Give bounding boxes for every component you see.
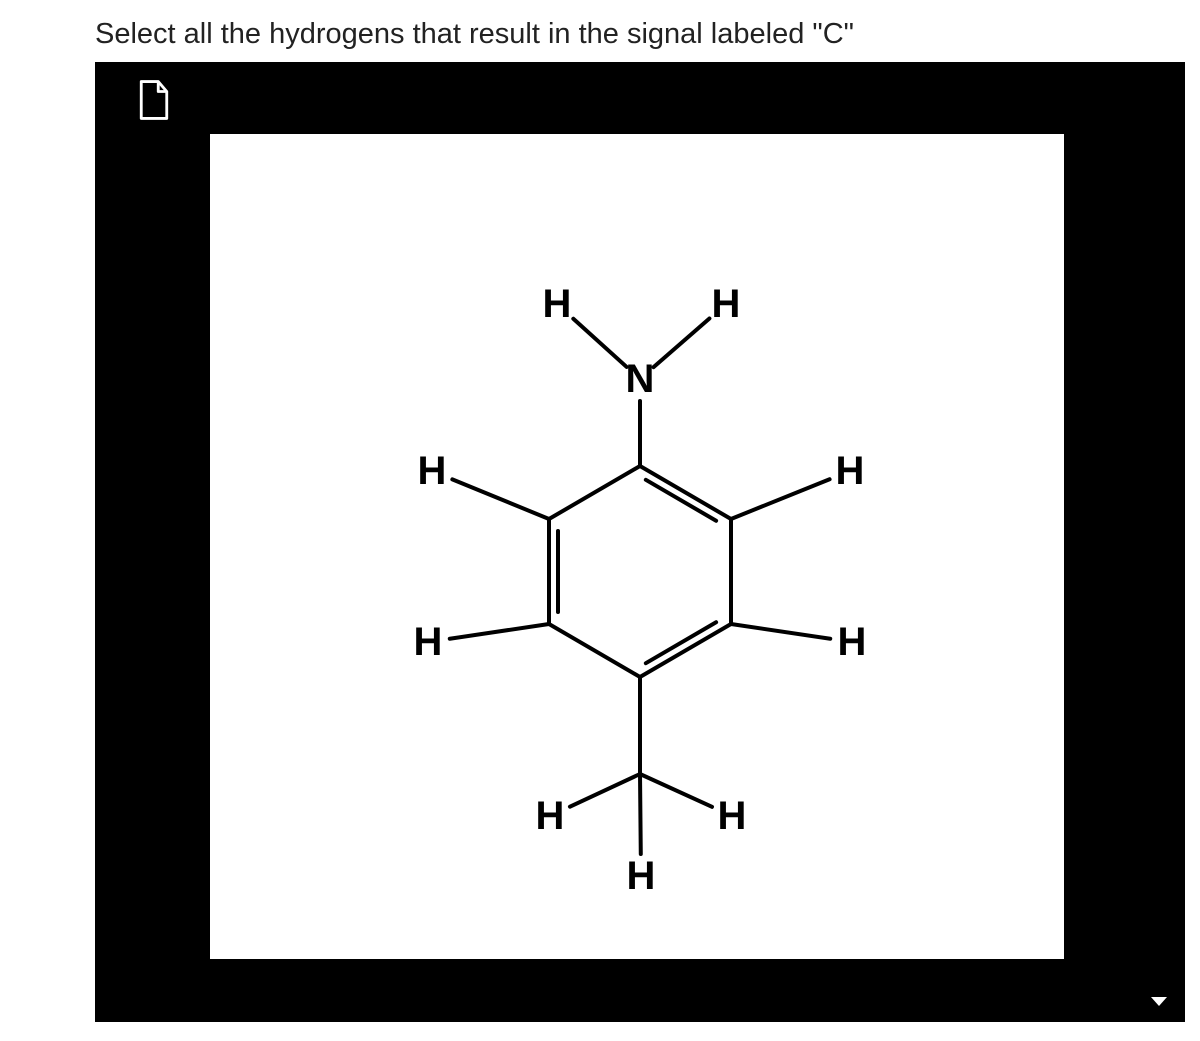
molecule-canvas[interactable]: N H H H H H H H H H bbox=[210, 134, 1064, 959]
atom-H_meta_left[interactable]: H bbox=[414, 620, 443, 664]
atom-H_ch3_bottom[interactable]: H bbox=[627, 854, 656, 898]
atom-H_nh_right[interactable]: H bbox=[712, 282, 741, 326]
question-prompt: Select all the hydrogens that result in … bbox=[0, 0, 1200, 51]
dropdown-caret-icon[interactable] bbox=[1151, 997, 1167, 1006]
atom-H_ortho_right[interactable]: H bbox=[836, 449, 865, 493]
atom-H_ortho_left[interactable]: H bbox=[418, 449, 447, 493]
molecule-editor-frame: N H H H H H H H H H bbox=[95, 62, 1185, 1022]
atom-H_ch3_right[interactable]: H bbox=[718, 794, 747, 838]
atom-N: N bbox=[626, 357, 655, 401]
atom-H_nh_left[interactable]: H bbox=[543, 282, 572, 326]
atom-H_meta_right[interactable]: H bbox=[838, 620, 867, 664]
molecule-structure[interactable]: N H H H H H H H H H bbox=[210, 134, 1064, 959]
new-document-icon[interactable] bbox=[137, 80, 171, 120]
atom-H_ch3_left[interactable]: H bbox=[536, 794, 565, 838]
